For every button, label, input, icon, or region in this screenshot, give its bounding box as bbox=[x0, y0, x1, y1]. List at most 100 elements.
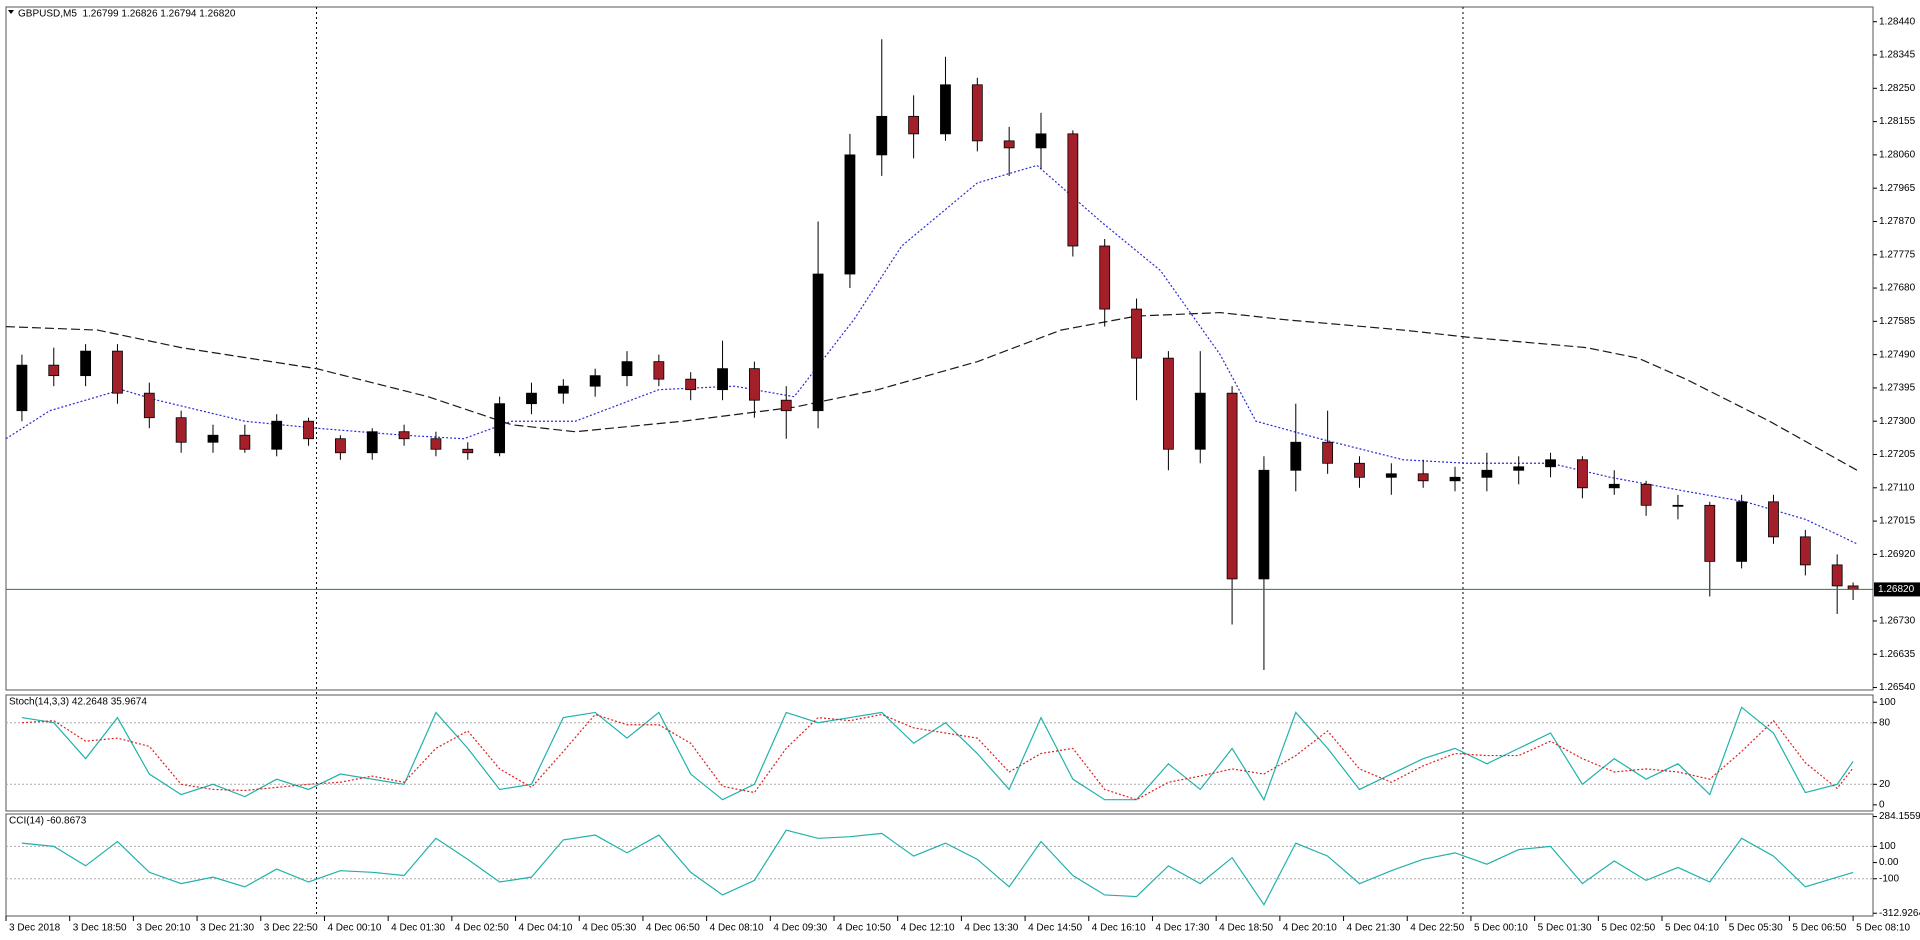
y-tick-label: 1.27490 bbox=[1879, 349, 1916, 360]
y-tick-label: 1.26920 bbox=[1879, 549, 1916, 560]
candle-body bbox=[812, 273, 824, 412]
candle-body bbox=[589, 375, 601, 387]
candle-body bbox=[16, 364, 28, 412]
candle-body bbox=[303, 420, 314, 440]
x-tick-label: 5 Dec 00:10 bbox=[1474, 923, 1528, 934]
x-tick-label: 4 Dec 21:30 bbox=[1347, 923, 1401, 934]
panel-title: Stoch(14,3,3) 42.2648 35.9674 bbox=[9, 697, 147, 708]
candle-body bbox=[1131, 308, 1142, 359]
candle-body bbox=[1322, 441, 1334, 464]
x-tick-label: 4 Dec 09:30 bbox=[773, 923, 827, 934]
y-tick-label: 1.27775 bbox=[1879, 249, 1916, 260]
candle-body bbox=[1290, 441, 1302, 471]
candle-body bbox=[494, 403, 506, 454]
x-tick-label: 4 Dec 08:10 bbox=[710, 923, 764, 934]
panel-frame bbox=[5, 6, 1874, 691]
x-tick-label: 4 Dec 17:30 bbox=[1155, 923, 1209, 934]
candle-body bbox=[1736, 501, 1748, 562]
y-tick-label: 100 bbox=[1879, 697, 1896, 708]
panel-title: CCI(14) -60.8673 bbox=[9, 816, 87, 827]
x-tick-label: 3 Dec 20:10 bbox=[136, 923, 190, 934]
x-tick-label: 4 Dec 18:50 bbox=[1219, 923, 1273, 934]
candle-body bbox=[653, 361, 665, 380]
candle-body bbox=[908, 115, 920, 135]
candle-body bbox=[780, 399, 792, 412]
indicator-line bbox=[21, 829, 1854, 906]
candle-body bbox=[1672, 504, 1684, 507]
y-tick-label: 80 bbox=[1879, 717, 1891, 728]
x-tick-label: 4 Dec 14:50 bbox=[1028, 923, 1082, 934]
candle-body bbox=[557, 385, 569, 394]
x-tick-label: 5 Dec 06:50 bbox=[1792, 923, 1846, 934]
candle-body bbox=[48, 364, 60, 377]
y-tick-label: 1.28155 bbox=[1879, 116, 1916, 127]
y-tick-label: 1.27300 bbox=[1879, 416, 1916, 427]
candle-body bbox=[80, 350, 92, 377]
candle-body bbox=[1608, 483, 1620, 489]
candle-body bbox=[1545, 459, 1556, 468]
y-tick-label: 1.28345 bbox=[1879, 50, 1916, 61]
y-tick-label: 1.26540 bbox=[1879, 682, 1916, 693]
y-tick-label: 1.27965 bbox=[1879, 183, 1916, 194]
x-tick-label: 4 Dec 00:10 bbox=[327, 923, 381, 934]
candle-body bbox=[1513, 466, 1525, 471]
y-tick-label: 1.27870 bbox=[1879, 216, 1916, 227]
candle-body bbox=[1226, 392, 1238, 580]
y-tick-label: 1.26635 bbox=[1879, 649, 1916, 660]
candle-body bbox=[1035, 133, 1047, 149]
current-price-box bbox=[1874, 582, 1920, 597]
candle-body bbox=[1768, 501, 1779, 538]
indicator-line bbox=[5, 164, 1858, 545]
y-tick-label: 1.28440 bbox=[1879, 16, 1916, 27]
candle-body bbox=[430, 438, 442, 450]
x-tick-label: 4 Dec 12:10 bbox=[901, 923, 955, 934]
x-tick-label: 4 Dec 01:30 bbox=[391, 923, 445, 934]
candle-body bbox=[1354, 462, 1365, 478]
candle-body bbox=[1577, 459, 1588, 489]
x-tick-label: 5 Dec 05:30 bbox=[1729, 923, 1783, 934]
x-tick-label: 4 Dec 04:10 bbox=[519, 923, 573, 934]
x-tick-label: 4 Dec 10:50 bbox=[837, 923, 891, 934]
y-tick-label: -312.9264 bbox=[1879, 908, 1920, 919]
candle-body bbox=[1067, 133, 1079, 247]
y-tick-label: 100 bbox=[1879, 841, 1896, 852]
y-tick-label: 0.00 bbox=[1879, 857, 1899, 868]
candle-body bbox=[1162, 357, 1174, 450]
candle-body bbox=[1640, 483, 1652, 506]
x-tick-label: 4 Dec 13:30 bbox=[964, 923, 1018, 934]
candle-body bbox=[334, 438, 346, 454]
candle-body bbox=[366, 431, 378, 454]
candle-body bbox=[526, 392, 537, 405]
y-tick-label: 1.27110 bbox=[1879, 482, 1915, 493]
candle-body bbox=[876, 115, 888, 156]
y-tick-label: 1.27680 bbox=[1879, 283, 1916, 294]
x-tick-label: 5 Dec 02:50 bbox=[1601, 923, 1655, 934]
y-tick-label: 1.27205 bbox=[1879, 449, 1916, 460]
x-tick-label: 4 Dec 16:10 bbox=[1092, 923, 1146, 934]
x-tick-label: 3 Dec 21:30 bbox=[200, 923, 254, 934]
candle-body bbox=[940, 84, 951, 135]
x-tick-label: 5 Dec 01:30 bbox=[1538, 923, 1592, 934]
x-tick-label: 4 Dec 20:10 bbox=[1283, 923, 1337, 934]
panel-frame bbox=[5, 694, 1874, 812]
candle-body bbox=[1831, 564, 1843, 587]
candle-body bbox=[175, 417, 187, 443]
candle-body bbox=[844, 154, 856, 275]
candle-body bbox=[748, 368, 760, 401]
x-tick-label: 3 Dec 2018 bbox=[9, 923, 61, 934]
candle-body bbox=[1258, 469, 1270, 580]
collapse-arrow bbox=[8, 10, 14, 14]
y-tick-label: 1.27585 bbox=[1879, 316, 1916, 327]
y-tick-label: 1.28250 bbox=[1879, 83, 1916, 94]
candle-body bbox=[398, 431, 410, 440]
candle-body bbox=[143, 392, 155, 419]
candle-body bbox=[1385, 473, 1397, 478]
candle-body bbox=[1003, 140, 1015, 149]
candle-body bbox=[462, 448, 474, 454]
candle-body bbox=[207, 434, 219, 443]
x-tick-label: 3 Dec 22:50 bbox=[264, 923, 318, 934]
indicator-line bbox=[5, 311, 1858, 471]
indicator-line bbox=[21, 706, 1854, 802]
